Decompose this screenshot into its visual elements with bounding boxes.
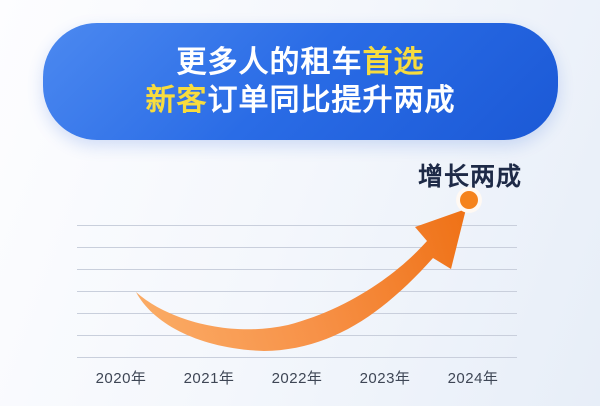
x-axis-label: 2024年 [447, 370, 499, 387]
x-axis-label: 2023年 [359, 370, 411, 387]
growth-annotation: 增长两成 [417, 163, 522, 191]
x-axis: 2020年 2021年 2022年 2023年 2024年 [77, 367, 517, 388]
headline-line2-highlight: 新客 [145, 83, 208, 117]
gridline [77, 291, 517, 292]
x-axis-label: 2020年 [95, 370, 147, 387]
gridline [77, 313, 517, 314]
gridline [77, 247, 517, 248]
gridline [77, 225, 517, 226]
growth-arrow-path [136, 209, 466, 351]
headline-line-1: 更多人的租车首选 [177, 44, 425, 82]
headline-line1-text: 更多人的租车 [176, 45, 363, 79]
gridline [77, 269, 517, 270]
headline-line2-text: 订单同比提升两成 [207, 83, 456, 117]
endpoint-marker-icon [456, 187, 482, 213]
headline-banner: 更多人的租车首选 新客订单同比提升两成 [43, 23, 558, 140]
x-axis-label: 2021年 [183, 370, 235, 387]
x-axis-label: 2022年 [271, 370, 323, 387]
gridline [77, 357, 517, 358]
headline-line1-highlight: 首选 [362, 45, 425, 79]
headline-line-2: 新客订单同比提升两成 [146, 82, 456, 120]
